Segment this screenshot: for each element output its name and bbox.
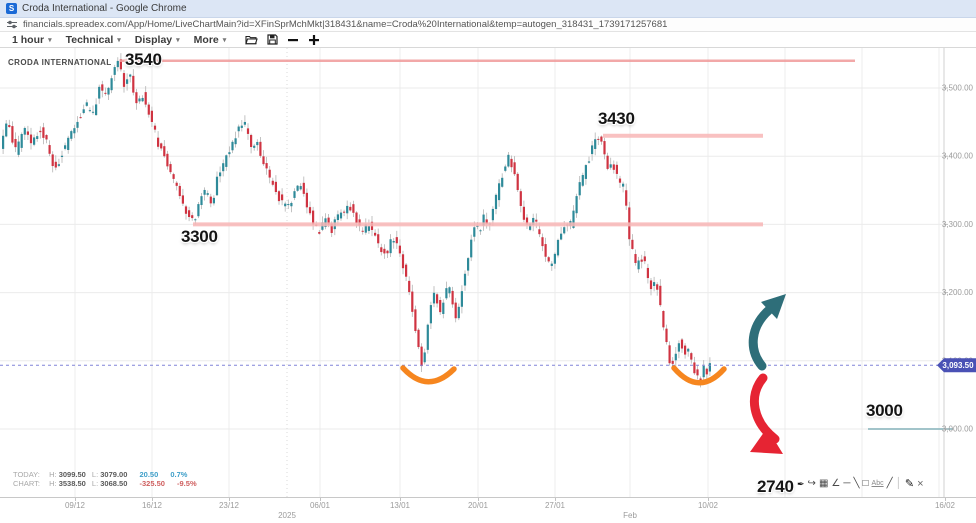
svg-text:3,500.00: 3,500.00: [942, 84, 974, 93]
x-axis-tick: [75, 498, 76, 501]
curved-arrow-tool-icon[interactable]: ↪: [807, 478, 816, 489]
bottom-highlight-curve-1: [400, 365, 457, 385]
x-axis: 09/12 16/12 23/12 06/01 13/01 20/01 27/01 10/02…: [0, 497, 976, 523]
chart-change-pct: -9.5%: [177, 479, 197, 488]
menu-technical[interactable]: Technical ▾: [62, 34, 131, 46]
x-axis-label-09-12: 09/12: [64, 501, 86, 510]
svg-text:3,300.00: 3,300.00: [942, 220, 974, 229]
x-axis-sublabel-2025: 2025: [278, 511, 296, 520]
trend-line-tool-icon[interactable]: ╲: [853, 478, 860, 489]
support-resistance-lines[interactable]: [120, 59, 953, 430]
trend-fan-tool-icon[interactable]: ∠: [831, 478, 841, 489]
x-axis-tick: [400, 498, 401, 501]
today-change-pct: 0.7%: [170, 470, 188, 479]
svg-text:3,400.00: 3,400.00: [942, 152, 974, 161]
x-axis-label-13-01: 13/01: [389, 501, 411, 510]
svg-text:3,200.00: 3,200.00: [942, 288, 974, 297]
x-axis-tick: [945, 498, 946, 501]
bounce-up-arrow: [748, 294, 786, 371]
url-bar[interactable]: financials.spreadex.com/App/Home/LiveCha…: [0, 18, 976, 32]
svg-text:3,093.50: 3,093.50: [942, 361, 974, 370]
text-tool-icon[interactable]: Abc: [871, 480, 884, 487]
svg-text:3,000.00: 3,000.00: [942, 425, 974, 434]
level-label-3300: 3300: [181, 227, 218, 246]
x-axis-tick: [708, 498, 709, 501]
x-axis-tick: [555, 498, 556, 501]
toolbar-divider: │: [895, 478, 902, 489]
today-high-label: H:: [49, 470, 57, 479]
drawing-toolbar: ✒ ↪ ▦ ∠ ─ ╲ □ Abc ╱ │ ✎ ×: [797, 476, 924, 492]
break-down-arrow: [750, 373, 783, 454]
today-label: TODAY:: [13, 470, 40, 479]
menu-display[interactable]: Display ▾: [131, 34, 190, 46]
last-price-tag: 3,093.50: [937, 358, 976, 373]
url-text[interactable]: financials.spreadex.com/App/Home/LiveCha…: [23, 19, 668, 30]
close-tool-icon[interactable]: ×: [917, 478, 924, 490]
level-label-2740: 2740: [757, 477, 794, 496]
x-axis-tick: [320, 498, 321, 501]
price-axis: 3,500.003,400.003,300.003,200.003,100.00…: [942, 48, 974, 497]
pencil-tool-icon[interactable]: ✎: [904, 478, 915, 490]
chart-change: -325.50: [139, 479, 165, 488]
chart-label: CHART:: [13, 479, 40, 488]
today-stats-row: TODAY: H: 3099.50 L: 3079.00 20.50 0.7%: [13, 470, 197, 479]
spreadex-favicon: S: [6, 3, 17, 14]
x-axis-label-23-12: 23/12: [218, 501, 240, 510]
x-axis-label-10-02: 10/02: [697, 501, 719, 510]
window-title: Croda International - Google Chrome: [22, 3, 187, 14]
level-label-3000: 3000: [866, 401, 903, 420]
x-axis-label-16-12: 16/12: [141, 501, 163, 510]
today-low-value: 3079.00: [100, 470, 128, 479]
x-axis-tick: [229, 498, 230, 501]
x-axis-label-06-01: 06/01: [309, 501, 331, 510]
chart-low-label: L:: [91, 479, 99, 488]
level-label-3430: 3430: [598, 109, 635, 128]
chart-high-value: 3538.50: [58, 479, 86, 488]
x-axis-tick: [152, 498, 153, 501]
menu-more[interactable]: More ▾: [190, 34, 237, 46]
grid-lines: [0, 48, 944, 497]
chart-toolbar: 1 hour ▾ Technical ▾ Display ▾ More ▾: [0, 32, 976, 48]
candlestick-chart[interactable]: 3,500.003,400.003,300.003,200.003,100.00…: [0, 48, 976, 497]
chart-stats: TODAY: H: 3099.50 L: 3079.00 20.50 0.7% …: [13, 470, 197, 488]
open-folder-icon[interactable]: [242, 33, 260, 47]
cursor-tool-icon[interactable]: ✒: [797, 479, 805, 489]
diagonal-line-tool-icon[interactable]: ╱: [886, 478, 893, 489]
today-change: 20.50: [139, 470, 159, 479]
menu-1-hour[interactable]: 1 hour ▾: [8, 34, 62, 46]
x-axis-label-27-01: 27/01: [544, 501, 566, 510]
x-axis-label-16-02: 16/02: [934, 501, 956, 510]
chart-low-value: 3068.50: [100, 479, 128, 488]
grid-tool-icon[interactable]: ▦: [818, 478, 829, 489]
today-low-label: L:: [91, 470, 99, 479]
rectangle-tool-icon[interactable]: □: [862, 478, 869, 489]
x-axis-tick: [478, 498, 479, 501]
chart-high-label: H:: [49, 479, 57, 488]
title-bar: S Croda International - Google Chrome: [0, 0, 976, 18]
site-info-icon[interactable]: [7, 20, 17, 29]
x-axis-label-20-01: 20/01: [467, 501, 489, 510]
save-icon[interactable]: [263, 33, 281, 47]
candlestick-series: [2, 53, 711, 388]
instrument-label: CRODA INTERNATIONAL: [8, 58, 112, 67]
chart-area[interactable]: 3,500.003,400.003,300.003,200.003,100.00…: [0, 48, 976, 497]
chart-stats-row: CHART: H: 3538.50 L: 3068.50 -325.50 -9.…: [13, 479, 197, 488]
x-axis-sublabel-Feb: Feb: [623, 511, 637, 520]
today-high-value: 3099.50: [58, 470, 86, 479]
horizontal-line-tool-icon[interactable]: ─: [843, 478, 851, 489]
level-label-3540: 3540: [125, 50, 162, 69]
bottom-highlight-curve-2: [671, 365, 727, 386]
zoom-out-icon[interactable]: [284, 33, 302, 47]
zoom-in-icon[interactable]: [305, 33, 323, 47]
